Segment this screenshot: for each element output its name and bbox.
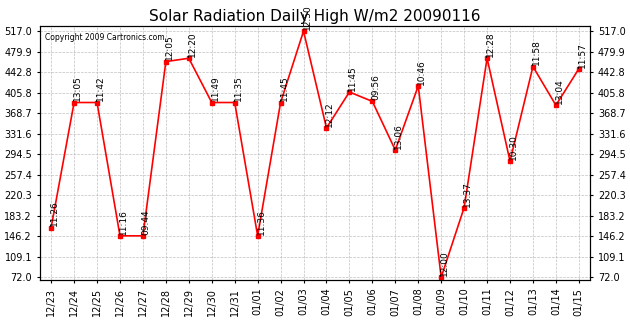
Text: 11:35: 11:35 xyxy=(234,76,243,101)
Text: 11:36: 11:36 xyxy=(256,209,266,235)
Text: 13:05: 13:05 xyxy=(73,76,82,101)
Text: 10:30: 10:30 xyxy=(509,134,518,160)
Text: 13:04: 13:04 xyxy=(555,78,564,104)
Text: 11:58: 11:58 xyxy=(532,40,541,66)
Title: Solar Radiation Daily High W/m2 20090116: Solar Radiation Daily High W/m2 20090116 xyxy=(149,10,481,24)
Text: 11:49: 11:49 xyxy=(210,76,220,101)
Text: 12:50: 12:50 xyxy=(302,4,311,30)
Text: 12:05: 12:05 xyxy=(165,35,174,60)
Text: 12:12: 12:12 xyxy=(326,101,335,127)
Text: 11:45: 11:45 xyxy=(280,76,289,101)
Text: 13:06: 13:06 xyxy=(394,123,403,149)
Text: 09:56: 09:56 xyxy=(371,75,381,100)
Text: 12:00: 12:00 xyxy=(440,251,449,276)
Text: 11:57: 11:57 xyxy=(578,42,587,68)
Text: 11:42: 11:42 xyxy=(96,76,105,101)
Text: 10:46: 10:46 xyxy=(417,59,426,85)
Text: 11:26: 11:26 xyxy=(50,201,59,227)
Text: 11:45: 11:45 xyxy=(348,65,357,91)
Text: 13:37: 13:37 xyxy=(463,180,472,206)
Text: 09:44: 09:44 xyxy=(142,209,151,235)
Text: 12:28: 12:28 xyxy=(486,32,495,57)
Text: Copyright 2009 Cartronics.com: Copyright 2009 Cartronics.com xyxy=(45,33,165,42)
Text: 12:20: 12:20 xyxy=(188,32,197,57)
Text: 11:16: 11:16 xyxy=(119,209,128,235)
